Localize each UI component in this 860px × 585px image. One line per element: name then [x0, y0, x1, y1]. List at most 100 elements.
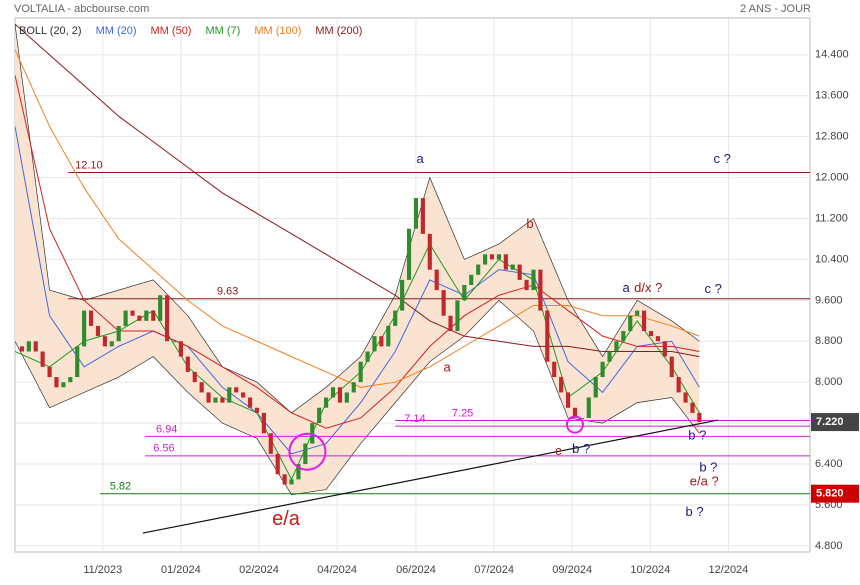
- candle: [462, 285, 467, 301]
- candle: [483, 254, 488, 265]
- legend-entry: MM (7): [205, 25, 240, 37]
- x-tick-label: 02/2024: [239, 564, 279, 576]
- candle: [683, 392, 688, 403]
- x-tick-label: 10/2024: [630, 564, 670, 576]
- wave-label: b ?: [699, 460, 717, 475]
- candle: [600, 361, 605, 378]
- candle: [614, 341, 619, 352]
- candle: [192, 371, 197, 383]
- price-badge: [811, 413, 859, 432]
- candle: [47, 366, 52, 378]
- legend-entry: MM (20): [96, 25, 137, 37]
- moving-average: [15, 23, 700, 358]
- candle: [455, 300, 460, 332]
- candle: [261, 412, 266, 434]
- moving-average: [15, 49, 700, 388]
- candle: [158, 295, 163, 321]
- y-tick-label: 10.400: [815, 253, 849, 265]
- legend-entry: MM (100): [254, 25, 301, 37]
- candle: [489, 254, 495, 260]
- wave-label: b: [526, 216, 533, 231]
- moving-average: [15, 126, 700, 455]
- level-label: 6.94: [156, 423, 177, 435]
- y-tick-label: 4.800: [815, 540, 843, 552]
- candle: [593, 377, 598, 398]
- candle: [268, 433, 273, 454]
- candle: [476, 264, 481, 275]
- candle: [289, 479, 294, 485]
- candle: [655, 336, 660, 342]
- candle: [635, 310, 640, 316]
- plot: [15, 18, 810, 552]
- candle: [669, 356, 674, 378]
- candle: [690, 402, 695, 413]
- chart-subtitle: 2 ANS - JOUR: [740, 3, 811, 15]
- legend-entry: MM (50): [151, 25, 192, 37]
- x-tick-label: 12/2024: [709, 564, 749, 576]
- trend-line: [142, 419, 719, 534]
- candle: [19, 346, 24, 352]
- price-badge-label: 5.820: [816, 488, 844, 500]
- y-tick-label: 8.800: [815, 335, 843, 347]
- candle: [61, 382, 66, 388]
- candle: [427, 233, 432, 270]
- candle: [406, 228, 412, 280]
- candle: [282, 474, 287, 485]
- candle: [538, 269, 543, 311]
- candle: [413, 198, 419, 229]
- candle: [213, 397, 218, 403]
- wave-label: a: [416, 151, 424, 166]
- candle: [434, 269, 439, 291]
- wave-label: a: [622, 280, 630, 295]
- candle: [178, 341, 183, 357]
- candle: [565, 392, 571, 408]
- price-badge: [811, 484, 859, 503]
- candle: [144, 310, 149, 321]
- candle: [68, 377, 73, 383]
- candle: [330, 387, 336, 398]
- candle: [151, 310, 156, 321]
- legend-entry: BOLL (20, 2): [19, 25, 82, 37]
- highlight-circle: [288, 432, 327, 471]
- candle: [621, 331, 626, 342]
- candle: [351, 382, 356, 393]
- candle: [662, 341, 667, 357]
- candle: [496, 254, 501, 260]
- x-tick-label: 04/2024: [317, 564, 357, 576]
- candle: [26, 341, 31, 352]
- candle: [296, 464, 301, 480]
- candle: [116, 325, 121, 342]
- candle: [517, 264, 522, 280]
- candle: [386, 325, 391, 347]
- candle: [254, 407, 260, 413]
- wave-label: b ?: [572, 441, 590, 456]
- candle: [559, 377, 564, 393]
- wave-label: c: [555, 443, 562, 458]
- candle: [130, 310, 135, 316]
- y-tick-label: 9.600: [815, 294, 843, 306]
- candle: [469, 274, 474, 285]
- candle: [199, 382, 204, 393]
- moving-average: [15, 75, 700, 429]
- candle: [379, 336, 384, 347]
- candle: [310, 423, 315, 444]
- level-label: 9.63: [217, 286, 238, 298]
- level-label: 7.14: [404, 413, 425, 425]
- wave-label: d/x ?: [634, 280, 662, 295]
- candle: [697, 412, 702, 423]
- wave-label: b ?: [686, 504, 704, 519]
- candle: [82, 310, 87, 347]
- y-tick-label: 14.400: [815, 49, 849, 61]
- x-tick-label: 07/2024: [474, 564, 514, 576]
- candle: [102, 336, 107, 347]
- price-badge-label: 7.220: [816, 416, 844, 428]
- wave-label: e/a: [272, 508, 301, 530]
- y-tick-label: 8.000: [815, 376, 843, 388]
- candle: [33, 341, 38, 352]
- level-label: 7.25: [452, 407, 473, 419]
- candle: [54, 377, 59, 388]
- candle: [344, 392, 349, 403]
- candle: [206, 392, 211, 403]
- bollinger-upper: [15, 24, 700, 414]
